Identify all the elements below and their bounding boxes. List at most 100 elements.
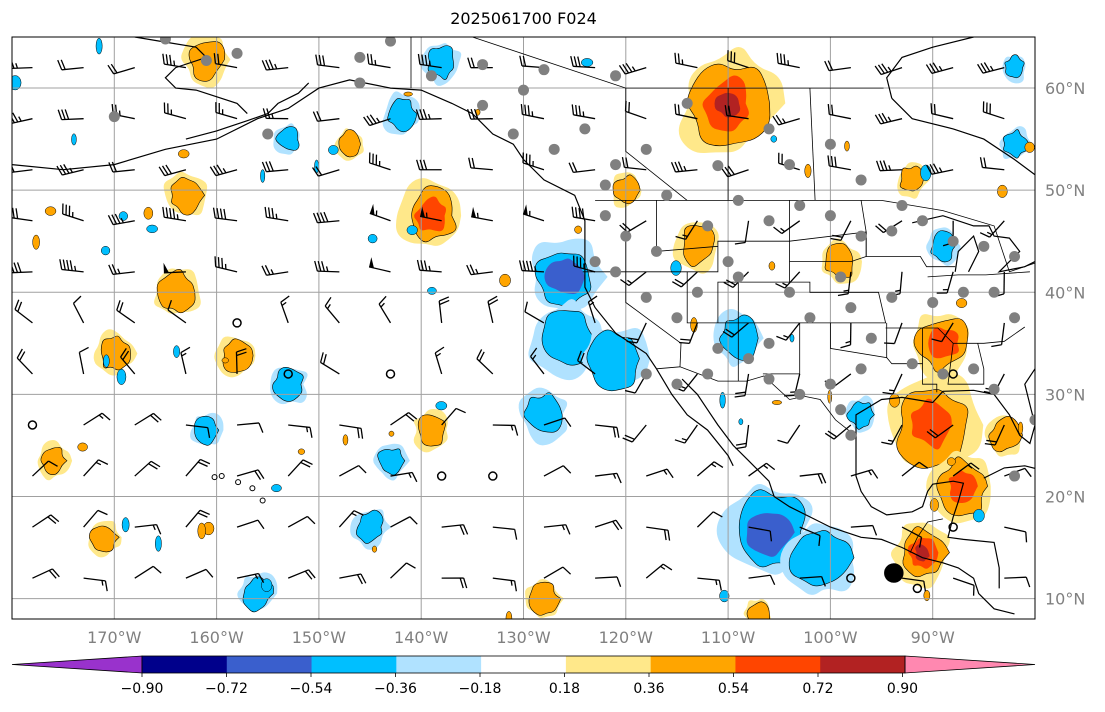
station-dot[interactable]: [640, 143, 652, 155]
station-dot[interactable]: [1029, 414, 1041, 426]
station-dot[interactable]: [783, 286, 795, 298]
wind-barb: [56, 164, 84, 176]
wind-barb: [261, 59, 289, 71]
station-dot[interactable]: [579, 123, 591, 135]
wind-barb: [235, 348, 247, 374]
station-dot[interactable]: [681, 97, 693, 109]
station-dot[interactable]: [988, 286, 1000, 298]
station-dot[interactable]: [354, 51, 366, 63]
station-dot[interactable]: [855, 363, 867, 375]
station-dot[interactable]: [702, 368, 714, 380]
calm-circle: [283, 369, 293, 379]
station-dot[interactable]: [385, 36, 397, 47]
station-dot[interactable]: [610, 70, 622, 82]
station-dot[interactable]: [845, 302, 857, 314]
station-dot[interactable]: [518, 84, 529, 96]
station-dot[interactable]: [763, 123, 775, 135]
station-dot[interactable]: [855, 230, 867, 242]
station-dot[interactable]: [477, 59, 489, 71]
station-dot[interactable]: [886, 291, 898, 303]
station-dot[interactable]: [763, 337, 775, 349]
wind-barb: [543, 465, 572, 477]
wind-barb: [32, 514, 60, 528]
station-dot[interactable]: [906, 358, 918, 370]
station-dot[interactable]: [1009, 312, 1021, 324]
station-dot[interactable]: [425, 70, 437, 82]
station-dot[interactable]: [824, 138, 836, 150]
station-dot[interactable]: [671, 312, 683, 324]
station-dot[interactable]: [640, 291, 652, 303]
station-dot[interactable]: [886, 225, 898, 237]
station-dot[interactable]: [947, 235, 959, 247]
station-dot[interactable]: [732, 271, 744, 283]
station-dot[interactable]: [896, 199, 908, 211]
station-dot[interactable]: [916, 215, 928, 227]
negative-omega-blob: [1002, 54, 1026, 84]
station-dot[interactable]: [763, 215, 775, 227]
station-dot[interactable]: [599, 179, 611, 191]
station-dot[interactable]: [835, 271, 847, 283]
station-dot[interactable]: [927, 296, 939, 308]
calm-circle: [884, 563, 904, 583]
station-dot[interactable]: [978, 240, 990, 252]
station-dot[interactable]: [824, 378, 836, 390]
station-dot[interactable]: [794, 199, 806, 211]
station-dot[interactable]: [620, 230, 632, 242]
island-outline: [218, 473, 225, 480]
station-dot[interactable]: [845, 429, 857, 441]
station-dot[interactable]: [763, 373, 775, 385]
station-dot[interactable]: [1009, 470, 1021, 482]
station-dot[interactable]: [1060, 246, 1071, 257]
station-dot[interactable]: [865, 332, 877, 344]
station-dot[interactable]: [824, 210, 836, 222]
station-dot[interactable]: [538, 64, 550, 76]
station-dot[interactable]: [650, 245, 662, 257]
wind-barb: [369, 203, 391, 222]
station-dot[interactable]: [988, 383, 1000, 395]
station-dot[interactable]: [589, 256, 601, 268]
station-dot[interactable]: [610, 159, 622, 171]
wind-barb: [14, 299, 33, 324]
station-dot[interactable]: [610, 266, 622, 278]
station-dot[interactable]: [855, 174, 867, 186]
station-dot[interactable]: [732, 194, 744, 206]
wind-barb: [670, 161, 698, 173]
station-dot[interactable]: [743, 353, 755, 365]
wind-barb: [881, 424, 903, 445]
station-dot[interactable]: [661, 189, 673, 201]
station-dot[interactable]: [804, 312, 816, 324]
station-dot[interactable]: [599, 210, 611, 222]
wind-barb: [587, 295, 598, 324]
station-dot[interactable]: [159, 34, 171, 45]
station-dot[interactable]: [507, 128, 519, 140]
station-dot[interactable]: [640, 368, 652, 380]
longitude-label: 170°W: [87, 628, 142, 647]
station-dot[interactable]: [712, 160, 724, 172]
station-dot[interactable]: [691, 286, 703, 298]
station-dot[interactable]: [262, 128, 274, 140]
station-dot[interactable]: [968, 363, 980, 375]
wind-barb: [721, 165, 749, 178]
speck: [955, 298, 968, 308]
station-dot[interactable]: [671, 378, 683, 390]
station-dot[interactable]: [794, 388, 806, 400]
station-dot[interactable]: [354, 77, 366, 89]
station-dot[interactable]: [712, 342, 724, 354]
station-dot[interactable]: [200, 54, 212, 66]
station-dot[interactable]: [937, 368, 949, 380]
station-dot[interactable]: [108, 111, 120, 123]
station-dot[interactable]: [957, 286, 969, 298]
border-segment: [789, 281, 887, 324]
station-dot[interactable]: [548, 143, 560, 155]
station-dot[interactable]: [1009, 251, 1021, 263]
wind-barb: [824, 424, 852, 440]
wind-barb: [672, 271, 698, 288]
station-dot[interactable]: [702, 220, 714, 232]
station-dot[interactable]: [783, 159, 795, 171]
station-dot[interactable]: [477, 99, 489, 111]
station-dot[interactable]: [835, 404, 847, 416]
station-dot[interactable]: [231, 47, 243, 59]
station-dot[interactable]: [722, 256, 734, 268]
wind-barb: [520, 103, 545, 120]
